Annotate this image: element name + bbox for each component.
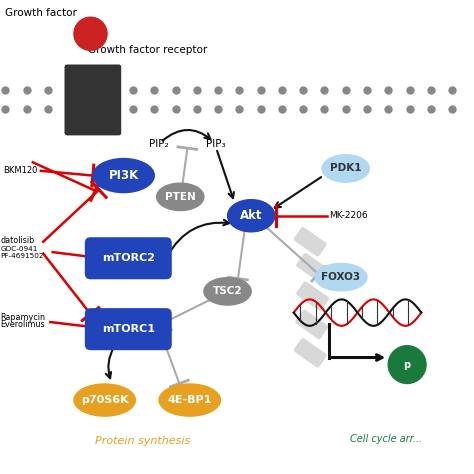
FancyBboxPatch shape [294, 338, 327, 367]
Ellipse shape [156, 183, 204, 210]
FancyBboxPatch shape [296, 281, 329, 311]
Text: PTEN: PTEN [165, 192, 196, 202]
Ellipse shape [74, 384, 136, 416]
Ellipse shape [159, 384, 220, 416]
Text: Cell cycle arr...: Cell cycle arr... [350, 434, 422, 444]
FancyBboxPatch shape [64, 64, 121, 136]
Text: Protein synthesis: Protein synthesis [95, 436, 190, 446]
Text: 4E-BP1: 4E-BP1 [167, 395, 212, 405]
Text: mTORC1: mTORC1 [102, 324, 155, 334]
Text: mTORC2: mTORC2 [102, 253, 155, 263]
FancyBboxPatch shape [296, 253, 329, 283]
Circle shape [388, 346, 426, 383]
Ellipse shape [322, 155, 369, 182]
Text: PIP₂: PIP₂ [149, 139, 169, 149]
FancyBboxPatch shape [85, 237, 172, 279]
Text: TSC2: TSC2 [213, 286, 242, 296]
Text: p: p [403, 360, 410, 370]
Ellipse shape [315, 264, 367, 291]
Text: PI3K: PI3K [109, 169, 139, 182]
Text: Growth factor: Growth factor [5, 8, 77, 18]
Ellipse shape [93, 158, 155, 192]
Text: PIP₃: PIP₃ [206, 139, 226, 149]
Ellipse shape [228, 200, 275, 232]
Text: Everolimus: Everolimus [0, 320, 46, 329]
Text: Rapamycin: Rapamycin [0, 313, 46, 322]
FancyBboxPatch shape [85, 308, 172, 350]
FancyBboxPatch shape [295, 310, 328, 339]
Text: FOXO3: FOXO3 [321, 272, 361, 282]
Text: PF-4691502: PF-4691502 [0, 253, 44, 259]
Text: p70S6K: p70S6K [81, 395, 128, 405]
FancyBboxPatch shape [294, 227, 327, 256]
Text: PDK1: PDK1 [330, 164, 362, 173]
Text: BKM120: BKM120 [3, 166, 37, 175]
Text: Akt: Akt [240, 209, 263, 222]
Ellipse shape [204, 278, 251, 305]
Text: datolisib: datolisib [0, 236, 35, 245]
Circle shape [74, 17, 107, 50]
Text: GDC-0941: GDC-0941 [0, 246, 38, 252]
Text: Growth factor receptor: Growth factor receptor [88, 46, 207, 55]
Text: MK-2206: MK-2206 [329, 211, 368, 220]
